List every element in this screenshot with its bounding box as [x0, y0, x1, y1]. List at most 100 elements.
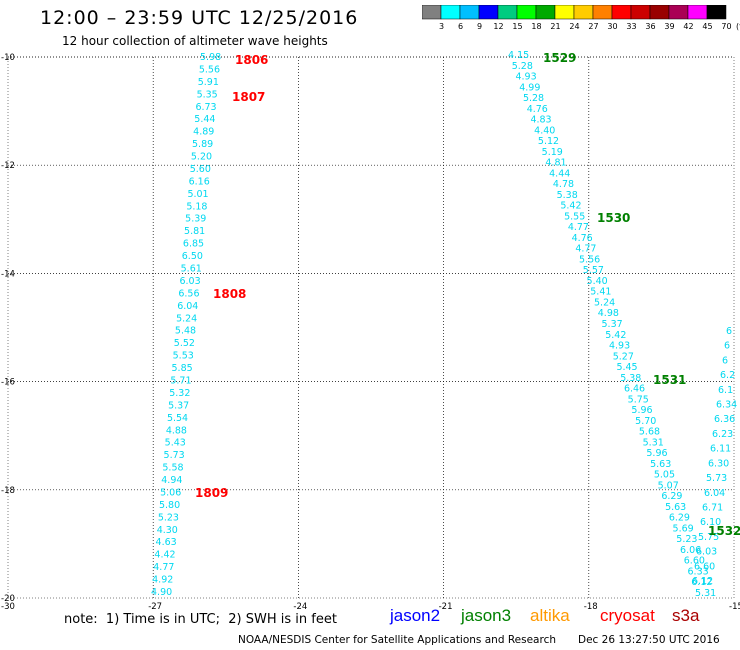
latitude-label: -18	[1, 486, 15, 496]
legend-sat-jason2: jason2	[390, 606, 441, 625]
wave-height-value: 5.24	[594, 297, 615, 308]
color-scale-tick: 42	[683, 22, 694, 31]
wave-height-value: 5.18	[186, 201, 207, 212]
wave-height-value: 4.15	[508, 50, 529, 61]
wave-height-value: 6.29	[669, 513, 690, 524]
wave-height-value: 5.37	[168, 400, 189, 411]
wave-height-value: 5.31	[695, 588, 716, 599]
wave-height-value: 6.10	[700, 517, 721, 528]
wave-height-value: 5.39	[185, 214, 206, 225]
wave-height-value: 5.31	[643, 437, 664, 448]
wave-height-value: 4.78	[553, 179, 574, 190]
longitude-label: -27	[148, 602, 162, 612]
wave-height-value: 6.33	[688, 566, 709, 577]
wave-height-value: 5.20	[191, 152, 212, 163]
wave-height-value: 6.03	[696, 547, 717, 558]
wave-height-value: 6	[722, 355, 728, 366]
wave-height-value: 5.81	[184, 226, 205, 237]
wave-height-value: 5.35	[197, 89, 218, 100]
color-scale-tick: 6	[457, 22, 464, 31]
wave-height-value: 6.60	[694, 561, 715, 572]
wave-height-value: 5.96	[646, 448, 667, 459]
wave-height-value: 5.55	[564, 211, 585, 222]
wave-height-value: 6	[724, 341, 730, 352]
color-scale-tick: 21	[550, 22, 561, 31]
wave-height-value: 5.28	[523, 93, 544, 104]
wave-height-value: 6.11	[710, 444, 731, 455]
color-scale-tick: 9	[476, 22, 483, 31]
wave-height-value: 6.50	[182, 251, 203, 262]
wave-height-value: 4.89	[193, 127, 214, 138]
legend-sat-altika: altika	[530, 606, 570, 625]
wave-height-value: 5.85	[172, 363, 193, 374]
wave-height-value: 5.60	[190, 164, 211, 175]
wave-height-value: 5.07	[658, 480, 679, 491]
legend-sat-s3a: s3a	[672, 606, 700, 625]
longitude-label: -30	[1, 602, 15, 612]
wave-height-value: 5.63	[650, 459, 671, 470]
legend-note: note: 1) Time is in UTC; 2) SWH is in fe…	[64, 612, 337, 627]
wave-height-value: 4.81	[545, 158, 566, 169]
wave-height-value: 4.30	[157, 525, 178, 536]
wave-height-value: 5.01	[187, 189, 208, 200]
legend-sat-cryosat: cryosat	[600, 606, 655, 625]
footer-timestamp: Dec 26 13:27:50 UTC 2016	[578, 634, 720, 646]
wave-height-value: 4.77	[568, 222, 589, 233]
wave-height-value: 5.27	[613, 351, 634, 362]
wave-height-value: 5.80	[159, 500, 180, 511]
wave-height-value: 4.99	[519, 82, 540, 93]
pass-time-label: 1530	[597, 211, 630, 225]
wave-height-value: 4.93	[609, 341, 630, 352]
wave-height-value: 5.41	[590, 287, 611, 298]
wave-height-value: 6.12	[691, 577, 712, 588]
color-scale-tick: 33	[626, 22, 637, 31]
wave-height-value: 4.88	[166, 425, 187, 436]
wave-height-value: 5.19	[542, 147, 563, 158]
pass-time-label: 1529	[543, 51, 576, 65]
color-scale-tick: 15	[512, 22, 523, 31]
wave-height-value: 6.73	[195, 102, 216, 113]
wave-height-value: 5.73	[164, 450, 185, 461]
wave-height-value: 5.42	[560, 201, 581, 212]
color-scale-bar	[422, 5, 727, 20]
latitude-label: -12	[1, 161, 15, 171]
wave-height-value: 6.46	[624, 384, 645, 395]
color-scale-unit: (ft)	[735, 22, 740, 31]
wave-height-value: 5.54	[167, 413, 188, 424]
color-scale-tick: 30	[607, 22, 618, 31]
wave-height-value: 5.75	[628, 394, 649, 405]
wave-height-value: 4.76	[572, 233, 593, 244]
wave-height-value: 6.16	[189, 176, 210, 187]
wave-height-value: 5.61	[181, 264, 202, 275]
wave-height-value: 4.93	[515, 72, 536, 83]
color-scale-tick: 27	[588, 22, 599, 31]
color-scale-tick: 18	[531, 22, 542, 31]
wave-height-value: 5.57	[583, 265, 604, 276]
longitude-label: -21	[439, 602, 453, 612]
wave-height-value: 4.63	[156, 537, 177, 548]
wave-height-value: 5.44	[194, 114, 215, 125]
wave-height-value: 4.76	[527, 104, 548, 115]
wave-height-value: 4.77	[153, 562, 174, 573]
wave-height-value: 5.48	[175, 326, 196, 337]
wave-height-value: 5.56	[579, 254, 600, 265]
wave-height-value: 4.94	[161, 475, 182, 486]
wave-height-value: 4.44	[549, 168, 570, 179]
wave-height-value: 5.38	[557, 190, 578, 201]
color-scale-tick: 36	[645, 22, 656, 31]
wave-height-value: 4.83	[530, 115, 551, 126]
wave-height-value: 6.03	[179, 276, 200, 287]
wave-height-value: 6.34	[716, 400, 737, 411]
wave-height-value: 5.68	[639, 427, 660, 438]
wave-height-value: 5.63	[665, 502, 686, 513]
wave-height-value: 5.23	[676, 534, 697, 545]
wave-height-value: 5.43	[165, 438, 186, 449]
latitude-label: -16	[1, 378, 15, 388]
wave-height-value: 5.71	[170, 375, 191, 386]
wave-height-value: 5.73	[706, 473, 727, 484]
pass-time-label: 1532	[708, 524, 740, 538]
wave-height-value: 5.28	[512, 61, 533, 72]
wave-height-value: 5.91	[198, 77, 219, 88]
wave-height-value: 5.38	[620, 373, 641, 384]
wave-height-value: 6.1	[718, 385, 733, 396]
